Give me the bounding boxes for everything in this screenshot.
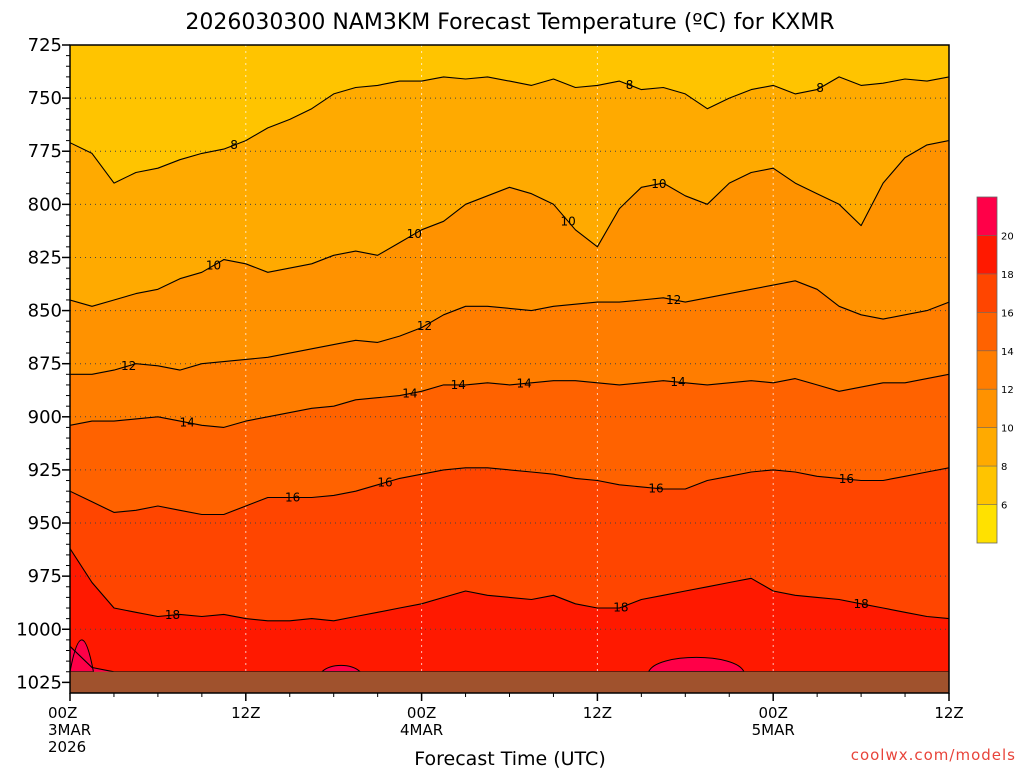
x-tick-label-0-2: 2026 [48, 738, 86, 756]
contour-label-12-0: 12 [121, 359, 136, 373]
contour-label-16-2: 16 [648, 481, 663, 495]
y-tick-label-775: 775 [28, 141, 62, 162]
x-tick-label-48-0: 00Z [759, 704, 788, 722]
colorbar-bin-6 [977, 466, 997, 505]
colorbar-label-6: 6 [1001, 501, 1007, 512]
isotherm-12 [70, 280, 949, 375]
contour-label-12-1: 12 [417, 319, 432, 333]
contour-label-16-0: 16 [377, 476, 392, 490]
colorbar-label-20: 20 [1001, 231, 1014, 242]
contour-label-10-1: 10 [407, 227, 422, 241]
y-tick-label-1000: 1000 [16, 619, 62, 640]
contour-label-16-3: 16 [839, 472, 854, 486]
plot-area: 8 8 8 10 10 10 10 12 12 12 14 14 14 14 14 16 16 16 16 18 18 1… [69, 44, 950, 694]
isotherm-10 [70, 140, 949, 307]
y-tick-label-750: 750 [28, 88, 62, 109]
isotherm-18 [70, 548, 949, 622]
x-tick-label-48-1: 5MAR [752, 721, 795, 739]
colorbar-label-16: 16 [1001, 308, 1014, 319]
isotherm-16 [70, 467, 949, 516]
contour-label-18-2: 18 [853, 597, 868, 611]
colorbar-label-10: 10 [1001, 424, 1014, 435]
contour-label-14-1: 14 [402, 387, 417, 401]
colorbar-bin-10 [977, 389, 997, 428]
y-tick-label-900: 900 [28, 407, 62, 428]
contour-label-18-0: 18 [165, 608, 180, 622]
contour-label-18-1: 18 [613, 600, 628, 614]
ground-surface [70, 671, 949, 693]
isotherm-14 [70, 373, 949, 428]
contour-label-8-2: 8 [230, 138, 238, 152]
contour-label-14-0: 14 [180, 415, 195, 429]
y-tick-label-1025: 1025 [16, 672, 62, 693]
temperature-band-18-to-20 [70, 548, 949, 693]
y-tick-label-950: 950 [28, 513, 62, 534]
x-tick-label-12-0: 12Z [231, 704, 260, 722]
chart-title: 2026030300 NAM3KM Forecast Temperature (… [185, 10, 834, 35]
contour-label-10-0: 10 [206, 259, 221, 273]
site-credit[interactable]: coolwx.com/models [851, 746, 1016, 764]
colorbar-label-18: 18 [1001, 270, 1014, 281]
contour-label-8-0: 8 [626, 78, 634, 92]
colorbar-bin-4 [977, 504, 997, 543]
y-tick-label-875: 875 [28, 354, 62, 375]
y-axis: 725 750 775 800 825 850 875 900 925 950 975 1000 102… [16, 35, 70, 693]
x-tick-label-24-0: 00Z [407, 704, 436, 722]
contour-label-12-2: 12 [666, 293, 681, 307]
colorbar-frame [976, 196, 998, 544]
colorbar-label-8: 8 [1001, 462, 1007, 473]
colorbar-bin-18 [977, 235, 997, 274]
y-tick-label-850: 850 [28, 301, 62, 322]
y-tick-label-725: 725 [28, 35, 62, 56]
x-tick-label-60-0: 12Z [934, 704, 963, 722]
isotherm-8 [70, 76, 949, 184]
x-tick-label-36-0: 12Z [583, 704, 612, 722]
colorbar-bin-20 [977, 197, 997, 236]
colorbar-label-14: 14 [1001, 347, 1014, 358]
warm-pocket-0 [647, 657, 745, 673]
contour-label-8-1: 8 [816, 81, 824, 95]
contour-label-16-1: 16 [285, 491, 300, 505]
colorbar-bin-16 [977, 273, 997, 313]
colorbar-label-12: 12 [1001, 385, 1014, 396]
y-tick-label-975: 975 [28, 566, 62, 587]
plot-clip-group: 8 8 8 10 10 10 10 12 12 12 14 14 14 14 14 16 16 16 16 18 18 1… [70, 45, 949, 693]
contour-label-14-3: 14 [670, 375, 685, 389]
y-tick-label-825: 825 [28, 247, 62, 268]
y-tick-label-925: 925 [28, 460, 62, 481]
colorbar: 6 8 10 12 14 16 18 20 [976, 196, 1014, 544]
colorbar-bin-12 [977, 350, 997, 390]
gridlines [70, 45, 949, 693]
x-tick-label-0-0: 00Z [48, 704, 77, 722]
contour-label-10-3: 10 [651, 177, 666, 191]
contour-label-10-2: 10 [560, 214, 575, 228]
y-tick-label-800: 800 [28, 194, 62, 215]
contour-label-14-2: 14 [517, 377, 532, 391]
x-axis-label: Forecast Time (UTC) [414, 748, 605, 768]
x-tick-label-0-1: 3MAR [48, 721, 91, 739]
colorbar-bin-14 [977, 312, 997, 351]
contour-label-14-4: 14 [451, 378, 466, 392]
colorbar-bin-8 [977, 427, 997, 467]
x-tick-label-24-1: 4MAR [400, 721, 443, 739]
